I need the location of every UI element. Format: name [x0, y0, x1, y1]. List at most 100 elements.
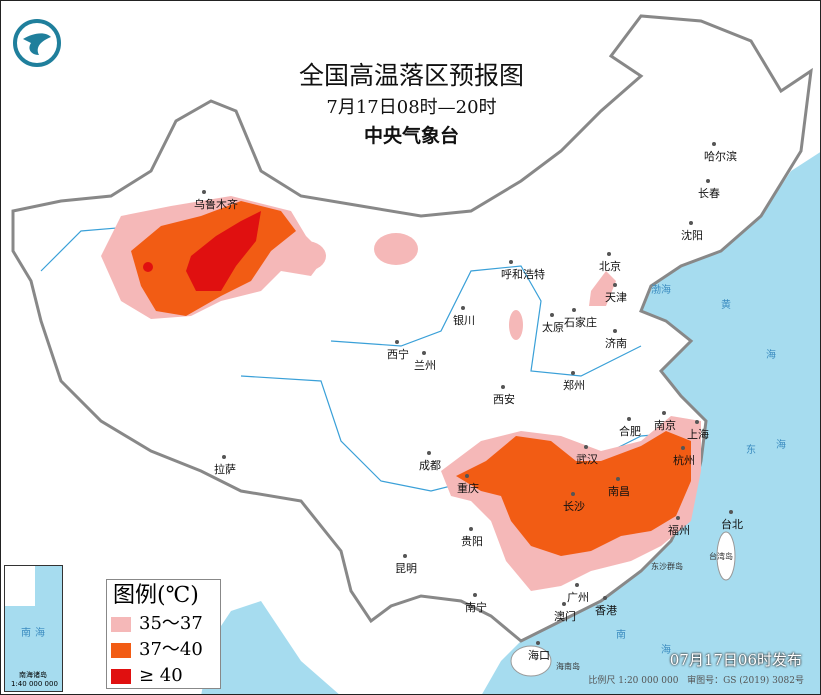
legend: 图例(℃) 35～37 37～40 ≥ 40: [106, 579, 221, 689]
legend-swatch: [111, 616, 131, 632]
city-dot: [729, 510, 733, 514]
city-dot: [603, 596, 607, 600]
city-label: 杭州: [673, 454, 695, 467]
city-dot: [613, 329, 617, 333]
city-label: 福州: [668, 524, 690, 537]
city-label: 南宁: [465, 601, 487, 614]
city-label: 长沙: [563, 500, 585, 513]
sea-label: 台湾岛: [709, 552, 733, 561]
city-label: 天津: [605, 291, 627, 304]
city-dot: [571, 371, 575, 375]
city-dot: [571, 492, 575, 496]
review-number: 审图号：GS (2019) 3082号: [687, 676, 804, 686]
city-label: 西安: [493, 393, 515, 406]
inset-label: 南海诸岛: [19, 671, 47, 679]
inset-scale: 1:40 000 000: [11, 680, 58, 688]
city-label: 南京: [654, 419, 676, 432]
city-dot: [584, 445, 588, 449]
issue-time: 07月17日06时发布: [669, 651, 802, 669]
city-dot: [572, 308, 576, 312]
legend-label: 37～40: [139, 639, 203, 660]
city-label: 银川: [453, 314, 475, 327]
city-dot: [509, 260, 513, 264]
city-label: 西宁: [387, 348, 409, 361]
city-dot: [706, 179, 710, 183]
city-dot: [461, 306, 465, 310]
inset-label: 南: [21, 628, 31, 639]
city-dot: [613, 283, 617, 287]
city-label: 香港: [595, 604, 617, 617]
inset-label: 海: [35, 628, 45, 639]
heat-zone-xinjiang: [101, 196, 418, 319]
sea-label: 海: [661, 645, 671, 656]
sea-label: 黄: [721, 300, 731, 311]
city-dot: [222, 455, 226, 459]
issuer: 中央气象台: [363, 125, 459, 147]
sea-label: 东: [746, 445, 756, 456]
river-yellow: [330, 265, 642, 377]
city-label: 昆明: [395, 562, 417, 575]
cma-logo-icon: [13, 19, 61, 67]
city-dot: [712, 142, 716, 146]
city-label: 拉萨: [214, 463, 236, 476]
legend-label: 35～37: [139, 613, 203, 634]
city-dot: [469, 527, 473, 531]
scale-note: 比例尺 1:20 000 000 审图号：GS (2019) 3082号: [588, 673, 804, 686]
taiwan-island: [716, 531, 736, 581]
city-dot: [607, 252, 611, 256]
city-label: 北京: [599, 260, 621, 273]
city-label: 成都: [419, 459, 441, 472]
sea-label: 海南岛: [556, 662, 580, 671]
city-dot: [427, 451, 431, 455]
legend-item: 35～37: [111, 613, 220, 635]
city-label: 重庆: [457, 482, 479, 495]
city-label: 兰州: [414, 359, 436, 372]
city-dot: [536, 641, 540, 645]
city-label: 石家庄: [564, 316, 597, 329]
city-dot: [473, 593, 477, 597]
legend-item: 37～40: [111, 639, 220, 661]
city-dot: [662, 411, 666, 415]
city-label: 哈尔滨: [704, 150, 737, 163]
city-label: 上海: [687, 428, 709, 441]
sea-label: 东沙群岛: [651, 562, 683, 571]
city-label: 太原: [542, 321, 564, 334]
ocean-sw: [201, 601, 339, 694]
city-dot: [550, 313, 554, 317]
city-dot: [501, 385, 505, 389]
city-dot: [202, 190, 206, 194]
forecast-period: 7月17日08时—20时: [326, 97, 497, 118]
legend-label: ≥ 40: [139, 665, 183, 686]
city-label: 贵阳: [461, 535, 483, 548]
city-dot: [681, 446, 685, 450]
city-label: 合肥: [619, 425, 641, 438]
city-dot: [689, 221, 693, 225]
city-label: 台北: [721, 518, 743, 531]
city-label: 海口: [528, 649, 550, 662]
legend-title: 图例(℃): [113, 583, 199, 608]
city-dot: [575, 583, 579, 587]
city-label: 郑州: [563, 379, 585, 392]
legend-swatch: [111, 668, 131, 684]
city-label: 南昌: [608, 485, 630, 498]
city-label: 澳门: [554, 610, 576, 623]
city-label: 武汉: [576, 453, 598, 466]
city-label: 广州: [567, 591, 589, 604]
sea-label: 南: [616, 630, 626, 641]
sea-label: 海: [766, 350, 776, 361]
city-dot: [422, 351, 426, 355]
south-china-sea-inset: 南 海 南海诸岛 1:40 000 000: [4, 565, 63, 692]
city-dot: [616, 477, 620, 481]
scale-text: 比例尺 1:20 000 000: [588, 676, 679, 686]
city-dot: [627, 417, 631, 421]
city-dot: [695, 420, 699, 424]
hainan-island: [510, 645, 552, 677]
sea-label: 海: [776, 440, 786, 451]
city-label: 长春: [698, 187, 720, 200]
city-dot: [395, 340, 399, 344]
city-label: 乌鲁木齐: [194, 198, 238, 211]
city-dot: [562, 602, 566, 606]
ocean: [482, 152, 820, 694]
